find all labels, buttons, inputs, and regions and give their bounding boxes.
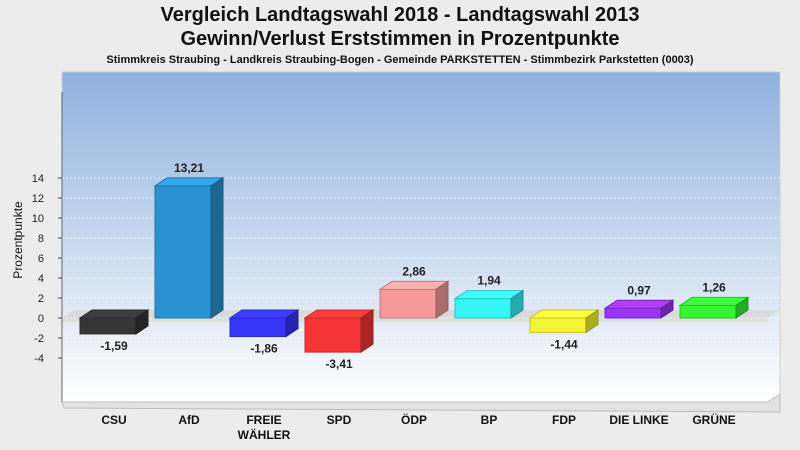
- bar-front: [529, 317, 587, 333]
- bar-side: [735, 296, 749, 319]
- value-label: -3,41: [325, 357, 353, 371]
- bar-5: [453, 289, 525, 319]
- category-label: FREIE: [246, 413, 281, 427]
- bar-side: [435, 280, 449, 319]
- bar-front: [604, 307, 662, 319]
- bar-7: [603, 299, 675, 319]
- value-label: 0,97: [627, 283, 651, 297]
- value-label: 1,26: [702, 280, 726, 294]
- chart-caption: Stimmkreis Straubing - Landkreis Straubi…: [106, 54, 694, 66]
- category-label: DIE LINKE: [609, 413, 668, 427]
- y-tick-label: 2: [38, 293, 44, 305]
- value-label: -1,59: [100, 339, 128, 353]
- zero-band: [62, 318, 768, 322]
- bar-front: [454, 298, 512, 319]
- bar-2: [228, 309, 300, 338]
- value-label: -1,86: [250, 342, 278, 356]
- y-axis-ticks: -4 -2 0 2 4 6 8 10 12 14: [32, 92, 63, 402]
- category-label: CSU: [101, 413, 126, 427]
- y-tick-label: -4: [34, 353, 44, 365]
- y-tick-label: 8: [38, 233, 44, 245]
- bar-front: [679, 304, 737, 319]
- category-label: AfD: [178, 413, 200, 427]
- bar-front: [79, 317, 137, 335]
- value-label: 1,94: [477, 274, 501, 288]
- y-tick-label: 6: [38, 253, 44, 265]
- value-labels: -1,59 13,21 -1,86 -3,41 2,86 1,94 -1,44 0,97 1,2…: [100, 161, 726, 371]
- y-tick-label: 14: [32, 173, 44, 185]
- bar-side: [585, 309, 599, 334]
- y-tick-label: 12: [32, 193, 44, 205]
- y-tick-label: 0: [38, 313, 44, 325]
- bar-0: [78, 309, 150, 335]
- y-tick-label: 10: [32, 213, 44, 225]
- chart-title: Vergleich Landtagswahl 2018 - Landtagswa…: [160, 4, 640, 26]
- category-label: FDP: [552, 413, 576, 427]
- bar-front: [304, 317, 362, 353]
- y-axis-label: Prozentpunkte: [11, 201, 25, 279]
- plot-floor: [61, 393, 781, 413]
- bar-front: [379, 288, 437, 319]
- y-tick-label: 4: [38, 273, 44, 285]
- category-label: ÖDP: [401, 412, 427, 427]
- value-label: 13,21: [174, 161, 204, 175]
- bar-6: [528, 309, 600, 334]
- bar-side: [660, 299, 674, 319]
- bar-side: [210, 176, 224, 319]
- bar-side: [285, 309, 299, 338]
- value-label: 2,86: [402, 264, 426, 278]
- bar-4: [378, 280, 450, 319]
- category-label: GRÜNE: [692, 412, 735, 427]
- bar-front: [154, 185, 212, 319]
- bar-side: [510, 289, 524, 319]
- category-label: BP: [481, 413, 498, 427]
- chart-subtitle: Gewinn/Verlust Erststimmen in Prozentpun…: [180, 28, 620, 50]
- y-tick-label: -2: [34, 333, 44, 345]
- bar-1: [153, 176, 225, 319]
- bar-3: [303, 309, 375, 354]
- bar-side: [360, 309, 374, 354]
- bar-front: [229, 317, 287, 338]
- bar-8: [678, 296, 750, 319]
- category-label-line2: WÄHLER: [238, 427, 291, 442]
- value-label: -1,44: [550, 337, 578, 351]
- bar-side: [135, 309, 149, 335]
- bars: [78, 176, 750, 354]
- category-label: SPD: [327, 413, 352, 427]
